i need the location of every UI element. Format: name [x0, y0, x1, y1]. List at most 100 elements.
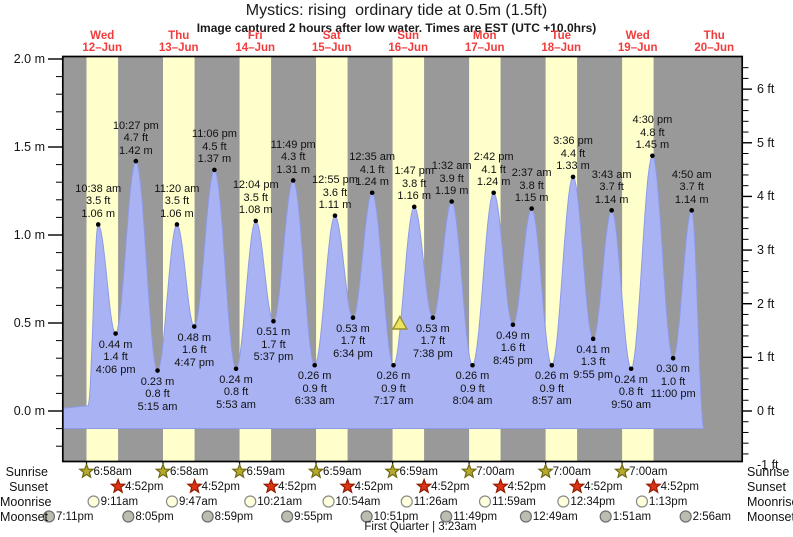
sunset-time: 4:52pm	[278, 480, 317, 493]
day-date-5: 17–Jun	[464, 42, 505, 54]
tide-label-line: 10:27 pm	[112, 119, 159, 132]
tide-point-dot	[549, 362, 555, 368]
tide-label-line: 5:53 am	[216, 398, 256, 411]
sunrise-icon	[613, 462, 631, 479]
sunset-time: 4:52pm	[584, 480, 623, 493]
day-date-6: 18–Jun	[541, 42, 582, 54]
tide-label-line: 0.26 m	[455, 370, 490, 383]
tide-label-line: 7:17 am	[373, 395, 414, 408]
tide-label-line: 1.6 ft	[182, 344, 207, 357]
y-axis-right-label: 4 ft	[757, 189, 775, 204]
low-tide-label: 0.53 m 1.7 ft 7:38 pm	[413, 323, 453, 361]
tide-point-dot	[95, 222, 101, 227]
tide-label-line: 1.08 m	[238, 204, 273, 217]
tide-point-dot	[529, 206, 534, 211]
tide-point-dot	[590, 336, 596, 342]
high-tide-label: 12:55 pm 3.6 ft 1.11 m	[312, 174, 358, 212]
moon-phase-footer: First Quarter | 3:23am	[364, 521, 477, 533]
tide-label-line: 5:15 am	[137, 400, 178, 413]
tide-label-line: 3.7 ft	[679, 181, 704, 194]
moonrise-icon	[322, 495, 335, 508]
y-axis-left-label: 1.5 m	[13, 140, 45, 154]
tide-label-line: 3.7 ft	[599, 181, 624, 194]
tide-label-line: 3.5 ft	[243, 191, 268, 204]
moonrise-icon	[557, 495, 570, 508]
tide-label-line: 1.7 ft	[420, 335, 446, 348]
y-axis-right-label: 3 ft	[757, 243, 775, 258]
tide-label-line: 3.5 ft	[164, 195, 190, 208]
tide-point-dot	[312, 362, 317, 368]
tide-label-line: 0.24 m	[614, 373, 648, 386]
tide-label-line: 11:20 am	[154, 182, 200, 195]
tide-label-line: 1:47 pm	[394, 165, 435, 178]
day-name-6: Tue	[551, 30, 572, 42]
tide-label-line: 4.1 ft	[359, 163, 385, 176]
moonset-time: 11:49pm	[453, 510, 498, 523]
tide-point-dot	[369, 190, 375, 196]
tide-point-dot	[113, 331, 118, 336]
low-tide-label: 0.24 m 0.8 ft 5:53 am	[216, 374, 256, 412]
tide-label-line: 11:06 pm	[191, 128, 237, 141]
moonset-time: 1:51am	[612, 510, 652, 523]
chart-subtitle: Image captured 2 hours after low water. …	[196, 21, 597, 35]
moonrise-time: 9:47am	[178, 495, 218, 508]
tide-label-line: 0.41 m	[576, 343, 610, 356]
sunset-icon	[262, 477, 280, 494]
high-tide-label: 3:36 pm 4.4 ft 1.33 m	[553, 135, 593, 173]
sunrise-time: 6:59am	[399, 465, 438, 478]
moonset-time: 8:59pm	[214, 510, 254, 523]
tide-label-line: 0.49 m	[496, 329, 530, 342]
tide-point-dot	[191, 324, 197, 329]
tide-point-dot	[628, 366, 634, 372]
tide-label-line: 6:34 pm	[333, 347, 373, 360]
high-tide-label: 11:49 pm 4.3 ft 1.31 m	[271, 139, 316, 177]
y-axis-right-label: 0 ft	[757, 404, 775, 418]
tide-label-line: 0.26 m	[297, 370, 332, 383]
sunrise-icon	[384, 462, 401, 479]
tide-label-line: 3.8 ft	[401, 177, 427, 190]
tide-point-dot	[510, 322, 516, 328]
sunset-icon	[568, 477, 586, 494]
day-date-8: 20–Jun	[694, 42, 735, 54]
sunrise-icon	[307, 462, 325, 479]
tide-point-dot	[449, 199, 454, 204]
tide-label-line: 3:43 am	[591, 168, 632, 181]
moonset-time: 10:51pm	[373, 510, 419, 523]
tide-label-line: 1.42 m	[119, 144, 153, 157]
sunrise-icon	[537, 462, 554, 479]
tide-label-line: 0.24 m	[219, 373, 253, 386]
low-tide-label: 0.26 m 0.9 ft 6:33 am	[295, 370, 335, 408]
tide-label-line: 1.4 ft	[103, 351, 128, 364]
tide-label-line: 11:00 pm	[650, 388, 696, 401]
high-tide-label: 10:38 am 3.5 ft 1.06 m	[75, 183, 121, 221]
sunrise-icon	[78, 462, 95, 479]
tide-point-dot	[470, 362, 475, 368]
tide-point-dot	[391, 362, 396, 368]
moonset-icon	[122, 510, 135, 523]
day-name-1: Thu	[168, 30, 190, 42]
y-axis-right-label: -1 ft	[757, 457, 779, 472]
y-axis-left-label: 0.0 m	[13, 404, 45, 418]
tide-point-dot	[290, 178, 296, 183]
tide-label-line: 3:36 pm	[553, 135, 593, 148]
tide-point-dot	[233, 366, 239, 372]
high-tide-label: 2:42 pm 4.1 ft 1.24 m	[474, 151, 514, 189]
tide-label-line: 10:38 am	[75, 182, 122, 195]
astro-row-label-moonrise-left: Moonrise	[0, 494, 52, 509]
tide-point-dot	[350, 315, 356, 321]
astro-row-label-sunset-left: Sunset	[9, 479, 48, 494]
tide-label-line: 4:30 pm	[632, 114, 673, 127]
tide-label-line: 1.0 ft	[660, 375, 686, 388]
moonset-icon	[440, 510, 453, 523]
tide-label-line: 1.16 m	[397, 190, 432, 203]
low-tide-label: 0.24 m 0.8 ft 9:50 am	[611, 374, 651, 412]
tide-label-line: 8:57 am	[531, 395, 572, 408]
astro-row-label-moonrise-right: Moonrise	[747, 494, 793, 509]
sunset-icon	[109, 477, 127, 494]
plot-border	[61, 55, 744, 463]
day-name-2: Fri	[247, 30, 263, 42]
tide-label-line: 0.51 m	[256, 326, 291, 339]
high-tide-label: 1:32 am 3.9 ft 1.19 m	[432, 160, 472, 198]
moonrise-time: 1:13pm	[648, 495, 688, 508]
